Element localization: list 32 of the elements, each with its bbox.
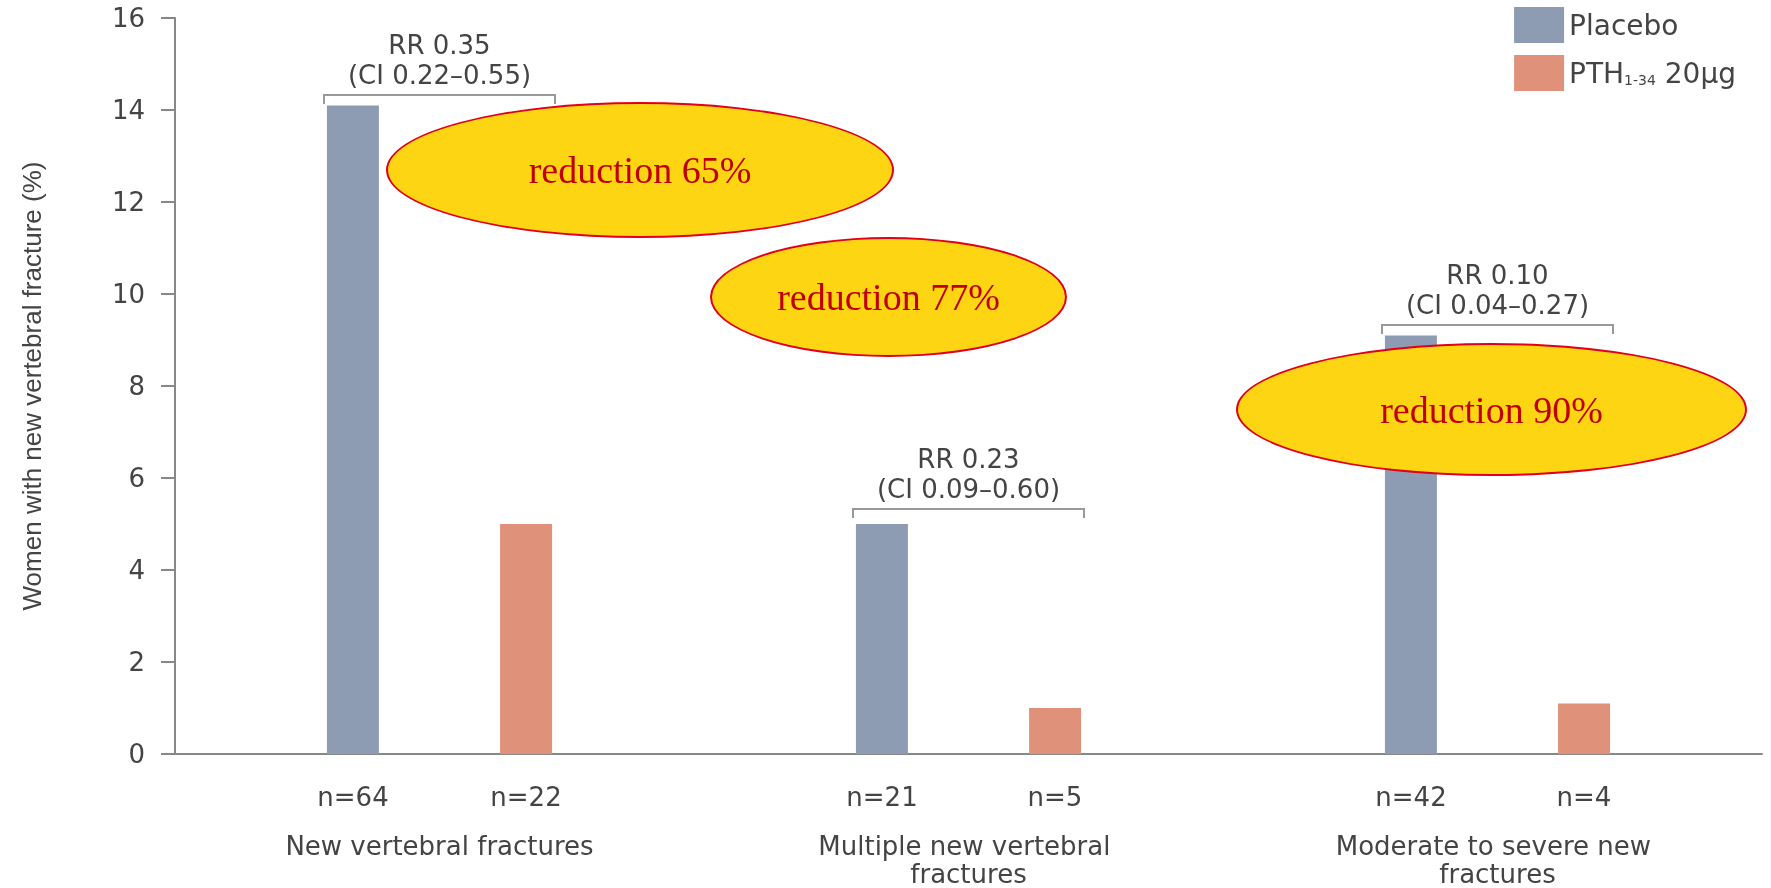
text: n=42: [1375, 782, 1447, 812]
y-tick-label: 10: [111, 279, 145, 309]
x-tick-label: Moderate to severe new fractures: [1335, 831, 1660, 888]
y-tick-label: 4: [128, 555, 145, 585]
text: n=21: [846, 782, 918, 812]
y-tick-label: 16: [111, 3, 145, 33]
annotation: RR 0.23 (CI 0.09–0.60): [876, 443, 1061, 504]
annotation: RR 0.35 (CI 0.22–0.55): [347, 29, 532, 90]
bar: [500, 524, 553, 754]
y-tick-label: 12: [111, 187, 145, 217]
bar: [855, 524, 908, 754]
y-tick-label: 2: [128, 647, 145, 677]
text: n=5: [1027, 782, 1083, 812]
y-tick-label: 6: [128, 463, 145, 493]
legend-label: PTH1-34 20µg: [1569, 56, 1737, 90]
bar: [1558, 703, 1611, 754]
x-tick-label: Multiple new vertebral fractures: [818, 831, 1119, 888]
y-axis-title: Women with new vertebral fracture (%): [17, 161, 47, 611]
bar: [326, 105, 379, 754]
y-tick-label: 0: [128, 739, 145, 769]
bar: [1029, 708, 1082, 754]
annotation: reduction 77%: [777, 275, 1000, 319]
text: n=64: [317, 782, 389, 812]
y-tick-label: 14: [111, 95, 145, 125]
annotation: reduction 65%: [528, 148, 752, 192]
legend-label: Placebo: [1569, 8, 1679, 42]
text: n=22: [490, 782, 562, 812]
annotation: RR 0.10 (CI 0.04–0.27): [1405, 259, 1590, 320]
y-tick-label: 8: [128, 371, 145, 401]
annotation: reduction 90%: [1380, 387, 1603, 432]
text: n=4: [1556, 782, 1612, 812]
x-tick-label: New vertebral fractures: [285, 831, 594, 861]
